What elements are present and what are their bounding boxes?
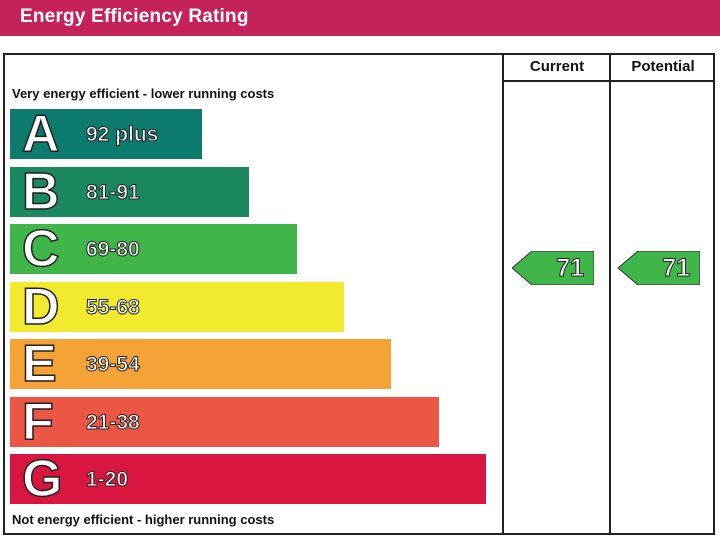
header-divider bbox=[503, 80, 715, 82]
band-range: 1-20 bbox=[85, 468, 129, 492]
band-f: F 21-38 bbox=[10, 392, 439, 451]
potential-column-divider bbox=[609, 53, 611, 535]
current-rating-value: 71 bbox=[556, 254, 585, 283]
bottom-caption: Not energy efficient - higher running co… bbox=[12, 512, 275, 527]
band-letter: G bbox=[21, 449, 63, 509]
band-letter: B bbox=[21, 162, 60, 222]
band-range: 92 plus bbox=[85, 123, 159, 147]
band-letter: A bbox=[21, 104, 60, 164]
band-c: C 69-80 bbox=[10, 219, 297, 279]
band-range: 69-80 bbox=[86, 238, 141, 262]
band-range: 39-54 bbox=[86, 353, 141, 377]
band-range: 21-38 bbox=[86, 410, 141, 434]
band-letter: E bbox=[21, 334, 57, 394]
potential-rating-arrow: 71 bbox=[618, 251, 700, 285]
current-column-divider bbox=[502, 53, 504, 535]
band-a: A 92 plus bbox=[10, 104, 202, 164]
band-letter: C bbox=[21, 219, 60, 279]
current-rating-arrow: 71 bbox=[512, 251, 594, 285]
band-letter: D bbox=[21, 277, 60, 337]
current-column-header: Current bbox=[529, 58, 585, 75]
band-range: 55-68 bbox=[86, 295, 141, 319]
rating-table bbox=[3, 53, 715, 535]
top-caption: Very energy efficient - lower running co… bbox=[12, 86, 275, 101]
title-bar: Energy Efficiency Rating bbox=[0, 0, 720, 36]
potential-rating-value: 71 bbox=[662, 254, 691, 283]
band-letter: F bbox=[21, 392, 54, 452]
page-title: Energy Efficiency Rating bbox=[20, 6, 249, 27]
band-b: B 81-91 bbox=[10, 162, 250, 221]
current-rating-arrow-shape bbox=[512, 251, 594, 285]
band-d: D 55-68 bbox=[10, 277, 344, 336]
band-e: E 39-54 bbox=[10, 334, 392, 394]
band-range: 81-91 bbox=[86, 180, 141, 204]
potential-column-header: Potential bbox=[631, 58, 695, 75]
potential-rating-arrow-shape bbox=[618, 251, 700, 285]
band-g: G 1-20 bbox=[10, 449, 486, 509]
